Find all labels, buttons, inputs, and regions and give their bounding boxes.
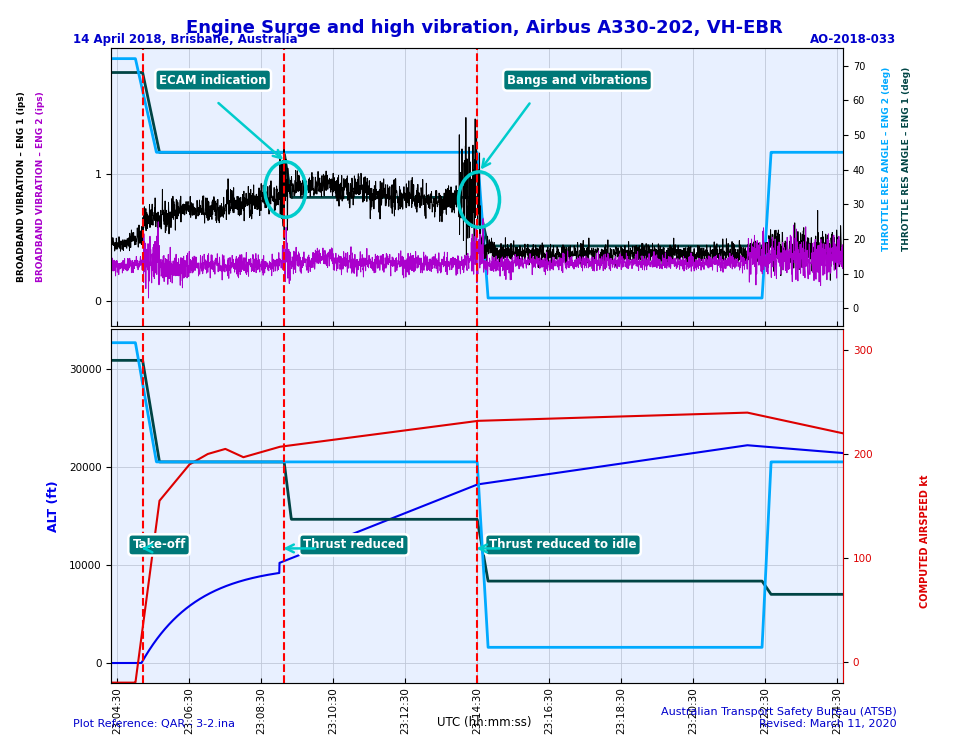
Text: AO-2018-033: AO-2018-033	[810, 33, 896, 47]
Text: Australian Transport Safety Bureau (ATSB)
Revised: March 11, 2020: Australian Transport Safety Bureau (ATSB…	[661, 707, 896, 729]
Text: 14 April 2018, Brisbane, Australia: 14 April 2018, Brisbane, Australia	[73, 33, 297, 47]
Text: Take-off: Take-off	[133, 539, 186, 551]
Text: Thrust reduced: Thrust reduced	[303, 539, 405, 551]
Text: Bangs and vibrations: Bangs and vibrations	[507, 73, 648, 87]
Text: UTC (hh:mm:ss): UTC (hh:mm:ss)	[437, 715, 532, 729]
Text: Thrust reduced to idle: Thrust reduced to idle	[489, 539, 637, 551]
Text: THROTTLE RES ANGLE – ENG 2 (deg): THROTTLE RES ANGLE – ENG 2 (deg)	[882, 67, 891, 252]
Text: ECAM indication: ECAM indication	[160, 73, 266, 87]
Text: Engine Surge and high vibration, Airbus A330-202, VH-EBR: Engine Surge and high vibration, Airbus …	[186, 19, 783, 36]
Text: BROADBAND VIBRATION – ENG 1 (ips): BROADBAND VIBRATION – ENG 1 (ips)	[16, 91, 26, 283]
Text: COMPUTED AIRSPEED kt: COMPUTED AIRSPEED kt	[921, 475, 930, 608]
Text: THROTTLE RES ANGLE – ENG 1 (deg): THROTTLE RES ANGLE – ENG 1 (deg)	[901, 67, 911, 252]
Text: BROADBAND VIBRATION – ENG 2 (ips): BROADBAND VIBRATION – ENG 2 (ips)	[36, 91, 46, 283]
Text: ALT (ft): ALT (ft)	[47, 480, 60, 532]
Text: Plot Reference: QAR - 3-2.ina: Plot Reference: QAR - 3-2.ina	[73, 719, 234, 729]
